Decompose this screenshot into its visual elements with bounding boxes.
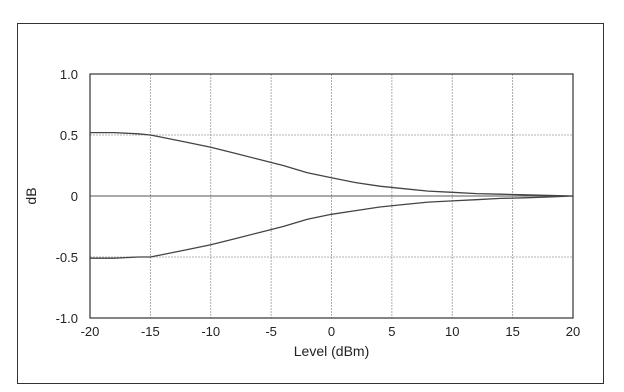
y-axis-title: dB <box>23 187 39 204</box>
y-tick-label: -0.5 <box>56 250 78 265</box>
x-tick-label: -20 <box>81 324 100 339</box>
x-tick-label: -5 <box>265 324 277 339</box>
chart-frame <box>17 23 604 384</box>
y-axis-ticks: 1.0 0.5 0 -0.5 -1.0 <box>56 67 78 326</box>
x-tick-label: 15 <box>505 324 519 339</box>
upper-curve <box>90 131 574 197</box>
x-axis-title: Level (dBm) <box>294 343 369 359</box>
y-tick-label: -1.0 <box>56 311 78 326</box>
y-tick-label: 0 <box>71 189 78 204</box>
y-tick-label: 0.5 <box>60 128 78 143</box>
x-tick-label: 10 <box>445 324 459 339</box>
x-tick-label: 0 <box>328 324 335 339</box>
grid <box>90 74 573 318</box>
x-axis-ticks: -20 -15 -10 -5 0 5 10 15 20 <box>81 324 581 339</box>
x-tick-label: 5 <box>388 324 395 339</box>
series-layer <box>90 131 574 259</box>
x-tick-label: 20 <box>566 324 580 339</box>
y-tick-label: 1.0 <box>60 67 78 82</box>
x-tick-label: -15 <box>141 324 160 339</box>
x-tick-label: -10 <box>201 324 220 339</box>
lower-curve <box>90 195 574 259</box>
